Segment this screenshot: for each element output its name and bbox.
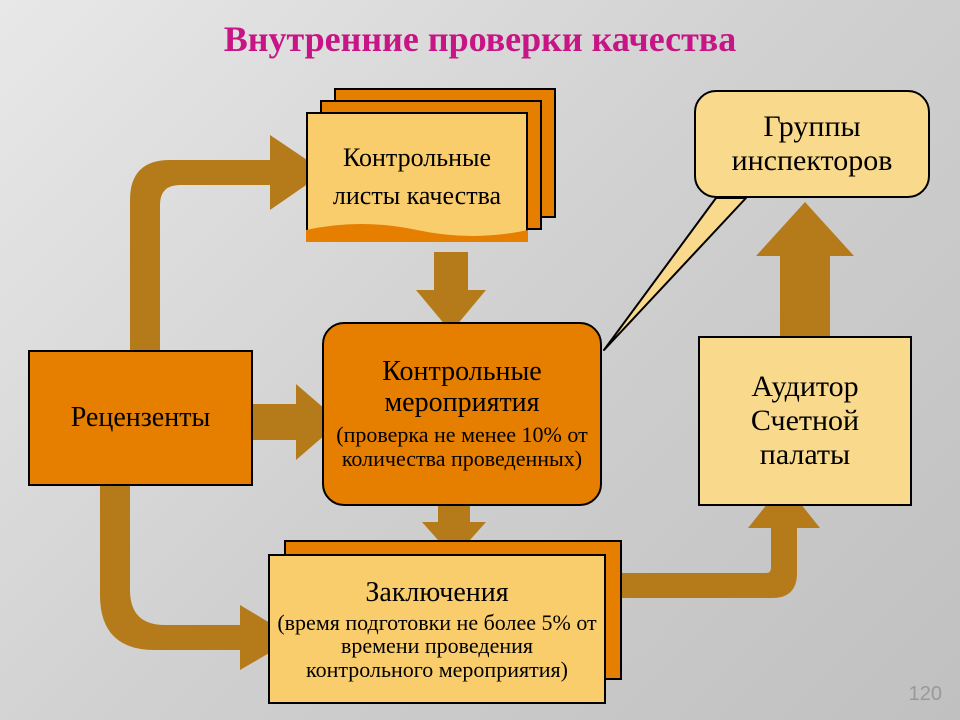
node-activities-line1: Контрольные мероприятия (332, 357, 592, 419)
arrow-reviewers-to-checklists (70, 110, 330, 370)
node-auditor-line2: Счетной (751, 404, 859, 438)
page-number: 120 (909, 683, 942, 706)
node-inspectors: Группы инспекторов (694, 90, 930, 198)
node-checklists-line1: Контрольные (343, 143, 491, 173)
node-conclusions-line2: (время подготовки не более 5% от времени… (276, 611, 598, 680)
node-conclusions: Заключения (время подготовки не более 5%… (268, 554, 606, 704)
node-checklists-line2: листы качества (333, 181, 501, 211)
node-inspectors-line1: Группы (732, 110, 893, 145)
arrow-reviewers-to-conclusions (70, 470, 300, 670)
node-reviewers: Рецензенты (28, 350, 253, 486)
node-auditor-line1: Аудитор (751, 370, 858, 404)
node-activities-line2: (проверка не менее 10% от количества про… (332, 423, 592, 471)
slide-title: Внутренние проверки качества (0, 0, 960, 60)
node-checklists: Контрольные листы качества (306, 112, 528, 242)
node-auditor: Аудитор Счетной палаты (698, 336, 912, 506)
node-conclusions-line1: Заключения (365, 577, 508, 609)
node-activities: Контрольные мероприятия (проверка не мен… (322, 322, 602, 506)
node-reviewers-label: Рецензенты (63, 402, 219, 434)
callout-tail (596, 190, 776, 360)
node-auditor-line3: палаты (760, 438, 850, 472)
node-inspectors-line2: инспекторов (732, 144, 893, 179)
